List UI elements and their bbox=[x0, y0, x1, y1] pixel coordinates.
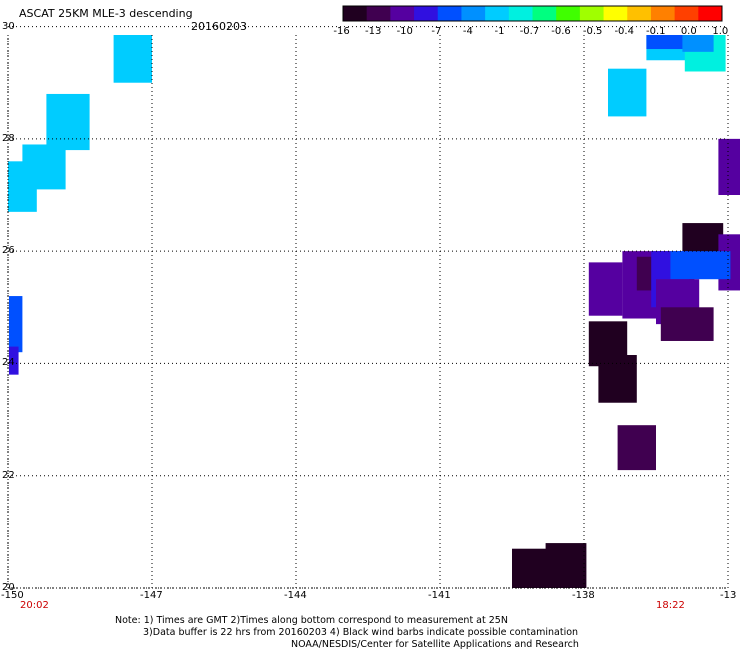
colorbar-swatch-0 bbox=[343, 6, 368, 21]
colorbar-swatch-4 bbox=[437, 6, 462, 21]
swath-patch-11 bbox=[718, 138, 740, 196]
swath-patch-20 bbox=[660, 307, 714, 341]
time-label-start: 20:02 bbox=[20, 600, 49, 611]
swath-patch-23 bbox=[617, 425, 656, 471]
colorbar-label: -7 bbox=[431, 26, 442, 37]
swath-patch-10 bbox=[608, 68, 647, 117]
swath-patch-0 bbox=[113, 35, 152, 83]
swath-patch-22 bbox=[598, 355, 637, 403]
colorbar-swatch-5 bbox=[461, 6, 486, 21]
colorbar-swatch-14 bbox=[674, 6, 699, 21]
colorbar-swatch-15 bbox=[698, 6, 723, 21]
latitude-label: 26 bbox=[2, 245, 15, 257]
colorbar-label: -1 bbox=[494, 26, 505, 37]
colorbar-swatch-3 bbox=[414, 6, 439, 21]
colorbar-label: -0.4 bbox=[614, 26, 634, 37]
colorbar-label: -10 bbox=[396, 26, 413, 37]
note-line-1: Note: 1) Times are GMT 2)Times along bot… bbox=[115, 615, 508, 626]
colorbar-label: 0.0 bbox=[680, 26, 697, 37]
colorbar-swatch-1 bbox=[366, 6, 391, 21]
longitude-label: -144 bbox=[284, 590, 307, 601]
colorbar-label: -0.6 bbox=[551, 26, 571, 37]
colorbar-label: -16 bbox=[333, 26, 350, 37]
latitude-label: 30 bbox=[2, 20, 15, 32]
colorbar-swatch-10 bbox=[579, 6, 605, 21]
latitude-label: 24 bbox=[2, 357, 15, 369]
latitude-label: 28 bbox=[2, 132, 15, 144]
longitude-label: -141 bbox=[428, 590, 451, 601]
color-scale-bar bbox=[342, 5, 723, 22]
note-line-3: NOAA/NESDIS/Center for Satellite Applica… bbox=[291, 639, 579, 650]
plot-title: ASCAT 25KM MLE-3 descending bbox=[19, 7, 193, 20]
colorbar-label: -0.1 bbox=[646, 26, 666, 37]
swath-patch-3 bbox=[8, 161, 37, 212]
latitude-label: 22 bbox=[2, 469, 15, 481]
colorbar-label: -4 bbox=[462, 26, 473, 37]
colorbar-swatch-11 bbox=[603, 6, 628, 21]
plot-date: 20160203 bbox=[191, 20, 247, 33]
swath-patch-25 bbox=[545, 543, 587, 588]
colorbar-label: -0.5 bbox=[582, 26, 603, 37]
swath-patch-4 bbox=[8, 296, 23, 353]
swath-patch-5 bbox=[8, 346, 19, 375]
longitude-label: -13 bbox=[720, 590, 737, 601]
colorbar-swatch-6 bbox=[485, 6, 510, 21]
swath-patch-1 bbox=[46, 93, 90, 151]
swath-patch-9 bbox=[682, 35, 714, 52]
swath-patch-14 bbox=[588, 262, 623, 316]
map-frame bbox=[7, 35, 728, 589]
longitude-label: -138 bbox=[572, 590, 595, 601]
colorbar-border bbox=[342, 5, 723, 22]
note-line-2: 3)Data buffer is 22 hrs from 20160203 4)… bbox=[143, 627, 579, 638]
colorbar-label: 1.0 bbox=[712, 26, 729, 37]
colorbar-label: -13 bbox=[364, 26, 382, 37]
swath-layer bbox=[8, 35, 740, 588]
colorbar-swatch-12 bbox=[627, 6, 652, 21]
colorbar-label: -0.7 bbox=[519, 26, 540, 37]
latitude-label: 20 bbox=[2, 582, 15, 593]
time-label-end: 18:22 bbox=[656, 600, 685, 611]
swath-patch-18 bbox=[670, 251, 731, 280]
colorbar-swatch-9 bbox=[556, 6, 581, 21]
colorbar-swatch-8 bbox=[532, 6, 557, 21]
longitude-label: -150 bbox=[1, 590, 24, 601]
colorbar-swatch-2 bbox=[390, 6, 415, 21]
colorbar-swatch-7 bbox=[508, 6, 533, 21]
longitude-label: -147 bbox=[140, 590, 163, 601]
colorbar-swatch-13 bbox=[650, 6, 676, 21]
